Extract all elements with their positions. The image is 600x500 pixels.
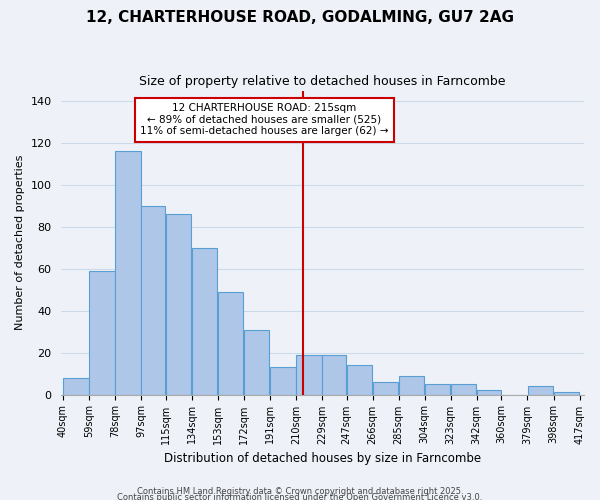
Bar (477, 390, 501, 394)
Bar (63, 378, 89, 394)
Bar (373, 382, 398, 394)
Bar (554, 392, 579, 394)
Text: Contains public sector information licensed under the Open Government Licence v3: Contains public sector information licen… (118, 492, 482, 500)
Bar (166, 214, 191, 394)
Bar (399, 376, 424, 394)
Bar (322, 354, 346, 395)
X-axis label: Distribution of detached houses by size in Farncombe: Distribution of detached houses by size … (164, 452, 481, 465)
Bar (425, 384, 451, 394)
Bar (141, 206, 166, 394)
Bar (244, 330, 269, 394)
Y-axis label: Number of detached properties: Number of detached properties (15, 155, 25, 330)
Text: 12 CHARTERHOUSE ROAD: 215sqm
← 89% of detached houses are smaller (525)
11% of s: 12 CHARTERHOUSE ROAD: 215sqm ← 89% of de… (140, 103, 389, 136)
Bar (89, 271, 115, 394)
Bar (347, 365, 373, 394)
Bar (115, 152, 140, 394)
Text: Contains HM Land Registry data © Crown copyright and database right 2025.: Contains HM Land Registry data © Crown c… (137, 487, 463, 496)
Title: Size of property relative to detached houses in Farncombe: Size of property relative to detached ho… (139, 75, 506, 88)
Bar (192, 248, 217, 394)
Bar (451, 384, 476, 394)
Bar (218, 292, 244, 394)
Bar (296, 354, 322, 395)
Text: 12, CHARTERHOUSE ROAD, GODALMING, GU7 2AG: 12, CHARTERHOUSE ROAD, GODALMING, GU7 2A… (86, 10, 514, 25)
Bar (528, 386, 553, 394)
Bar (270, 368, 296, 394)
